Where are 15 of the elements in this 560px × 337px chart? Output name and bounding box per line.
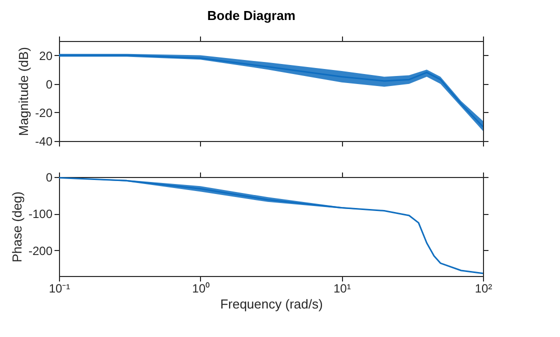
x-tick-label: 10¹ — [333, 282, 351, 296]
y-tick-label: 20 — [39, 48, 53, 63]
x-tick-label: 10² — [474, 282, 492, 296]
y-tick-label: 0 — [46, 77, 53, 92]
y-tick-label: -20 — [35, 106, 53, 120]
x-tick-label: 10⁰ — [192, 282, 210, 296]
x-tick-label: 10⁻¹ — [48, 282, 70, 296]
y-tick-label: -40 — [35, 134, 53, 148]
y-tick-label: -200 — [28, 244, 53, 258]
y-axis-title: Magnitude (dB) — [16, 47, 32, 136]
y-tick-label: 0 — [46, 170, 53, 184]
chart-title: Bode Diagram — [207, 8, 296, 23]
y-axis-title: Phase (deg) — [9, 192, 24, 262]
x-axis-title: Frequency (rad/s) — [220, 296, 323, 312]
y-tick-label: -100 — [28, 207, 53, 222]
